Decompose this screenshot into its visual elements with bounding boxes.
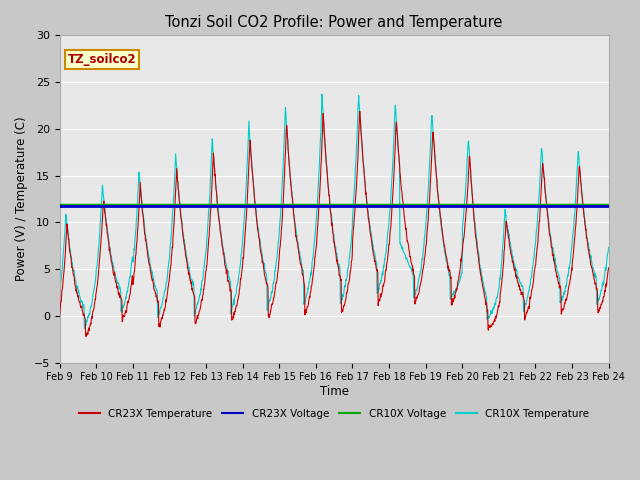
- Y-axis label: Power (V) / Temperature (C): Power (V) / Temperature (C): [15, 117, 28, 281]
- X-axis label: Time: Time: [319, 385, 349, 398]
- Text: TZ_soilco2: TZ_soilco2: [68, 53, 136, 66]
- Legend: CR23X Temperature, CR23X Voltage, CR10X Voltage, CR10X Temperature: CR23X Temperature, CR23X Voltage, CR10X …: [75, 405, 594, 423]
- Title: Tonzi Soil CO2 Profile: Power and Temperature: Tonzi Soil CO2 Profile: Power and Temper…: [165, 15, 503, 30]
